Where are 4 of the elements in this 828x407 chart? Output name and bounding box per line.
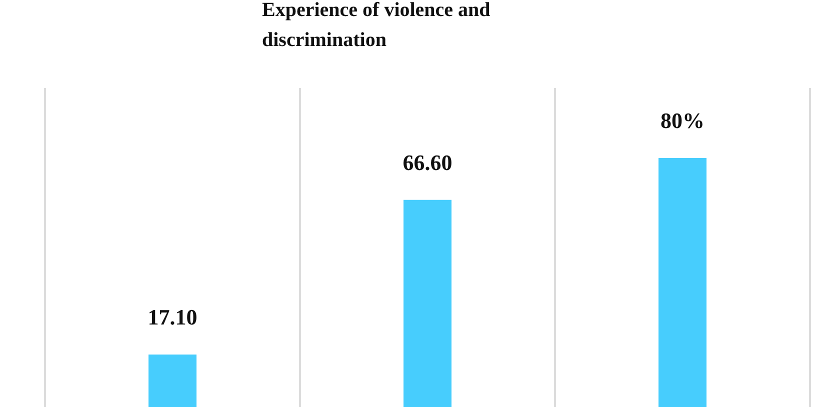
data-label: 66.60 <box>402 150 452 175</box>
data-label: 17.10 <box>148 304 198 330</box>
data-label: 80% <box>660 108 704 133</box>
chart-title: Experience of violence and discrimination <box>262 0 490 51</box>
